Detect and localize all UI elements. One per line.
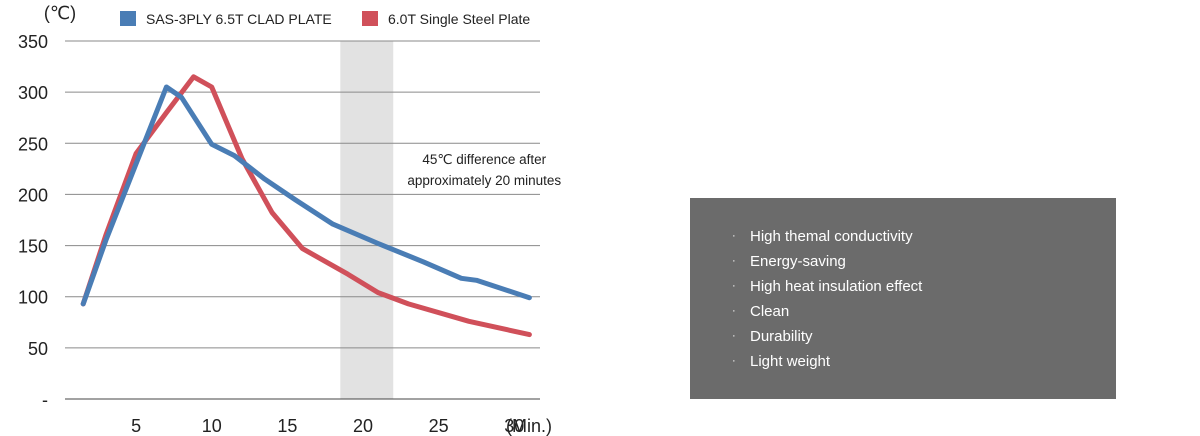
feature-item: · High heat insulation effect bbox=[732, 274, 1116, 299]
legend-swatch bbox=[362, 11, 378, 26]
x-tick-label: 10 bbox=[202, 416, 222, 436]
feature-label: Light weight bbox=[750, 353, 831, 370]
features-box: · High themal conductivity · Energy-saving… bbox=[690, 198, 1116, 399]
feature-item: · Light weight bbox=[732, 349, 1116, 374]
bullet-icon: · bbox=[732, 330, 736, 342]
annotation-line: approximately 20 minutes bbox=[407, 173, 561, 188]
y-tick-label: 250 bbox=[18, 134, 48, 154]
feature-label: High heat insulation effect bbox=[750, 278, 923, 295]
legend-label: SAS-3PLY 6.5T CLAD PLATE bbox=[146, 11, 332, 27]
y-tick-label: - bbox=[42, 390, 48, 410]
bullet-icon: · bbox=[732, 255, 736, 267]
feature-item: · Durability bbox=[732, 324, 1116, 349]
y-tick-label: 100 bbox=[18, 288, 48, 308]
y-axis: - 50 100 150 200 250 300 350 bbox=[18, 32, 48, 410]
y-tick-label: 150 bbox=[18, 237, 48, 257]
y-tick-label: 200 bbox=[18, 185, 48, 205]
features-list: · High themal conductivity · Energy-saving… bbox=[732, 224, 1116, 374]
bullet-icon: · bbox=[732, 305, 736, 317]
legend: SAS-3PLY 6.5T CLAD PLATE 6.0T Single Stee… bbox=[120, 11, 530, 27]
x-tick-label: 30 bbox=[504, 416, 524, 436]
feature-item: · Energy-saving bbox=[732, 249, 1116, 274]
bullet-icon: · bbox=[732, 230, 736, 242]
x-tick-label: 15 bbox=[277, 416, 297, 436]
x-axis-unit: (Min.) bbox=[506, 416, 552, 436]
feature-label: Energy-saving bbox=[750, 253, 846, 270]
annotation: 45℃ difference after approximately 20 min… bbox=[407, 152, 561, 188]
annotation-line: 45℃ difference after bbox=[422, 152, 546, 167]
feature-item: · High themal conductivity bbox=[732, 224, 1116, 249]
y-tick-label: 300 bbox=[18, 83, 48, 103]
x-tick-label: 25 bbox=[429, 416, 449, 436]
series-lines bbox=[80, 74, 532, 338]
x-tick-label: 20 bbox=[353, 416, 373, 436]
highlight-band bbox=[340, 41, 394, 399]
y-tick-label: 350 bbox=[18, 32, 48, 52]
bullet-icon: · bbox=[732, 280, 736, 292]
bullet-icon: · bbox=[732, 355, 736, 367]
y-axis-unit: (℃) bbox=[44, 3, 76, 23]
legend-swatch bbox=[120, 11, 136, 26]
feature-label: High themal conductivity bbox=[750, 228, 913, 245]
x-axis: 5 10 15 20 25 30 bbox=[131, 416, 524, 436]
legend-label: 6.0T Single Steel Plate bbox=[388, 11, 530, 27]
series-line bbox=[80, 84, 532, 307]
grid-lines bbox=[65, 40, 540, 400]
feature-item: · Clean bbox=[732, 299, 1116, 324]
x-tick-label: 5 bbox=[131, 416, 141, 436]
y-tick-label: 50 bbox=[28, 339, 48, 359]
feature-label: Clean bbox=[750, 303, 790, 320]
feature-label: Durability bbox=[750, 328, 813, 345]
